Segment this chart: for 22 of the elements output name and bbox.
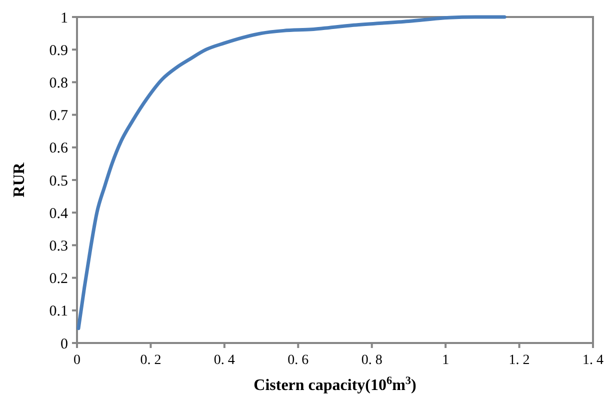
x-tick-label: 0. 8	[361, 353, 382, 368]
y-tick-label: 0.8	[49, 75, 68, 92]
line-series	[76, 15, 506, 330]
y-tick-label: 0.2	[49, 271, 68, 288]
x-tick-label: 1. 4	[582, 353, 604, 368]
y-tick-label: 0.3	[49, 238, 68, 254]
x-tick-label: 0. 2	[140, 353, 162, 368]
y-tick-label: 0.1	[49, 304, 68, 320]
y-tick-label: 0.7	[49, 108, 68, 124]
x-tick-label: 0. 6	[288, 353, 309, 368]
y-tick-label: 0.6	[49, 140, 68, 157]
y-tick-label: 0.5	[49, 173, 68, 190]
y-tick-label: 1	[60, 10, 68, 26]
y-tick-label: 0	[60, 336, 68, 352]
x-tick-label: 1. 2	[508, 353, 530, 368]
x-axis-title: Cistern capacity(10$^{6}$m$^{3}$)	[254, 375, 416, 394]
y-tick-label: 0.9	[49, 42, 68, 59]
y-tick-label: 0.4	[49, 206, 68, 222]
x-tick-label: 0	[74, 353, 80, 368]
y-axis-title: RUR	[11, 162, 28, 198]
x-tick-label: 1	[442, 353, 450, 368]
x-tick-label: 0. 4	[214, 353, 235, 368]
